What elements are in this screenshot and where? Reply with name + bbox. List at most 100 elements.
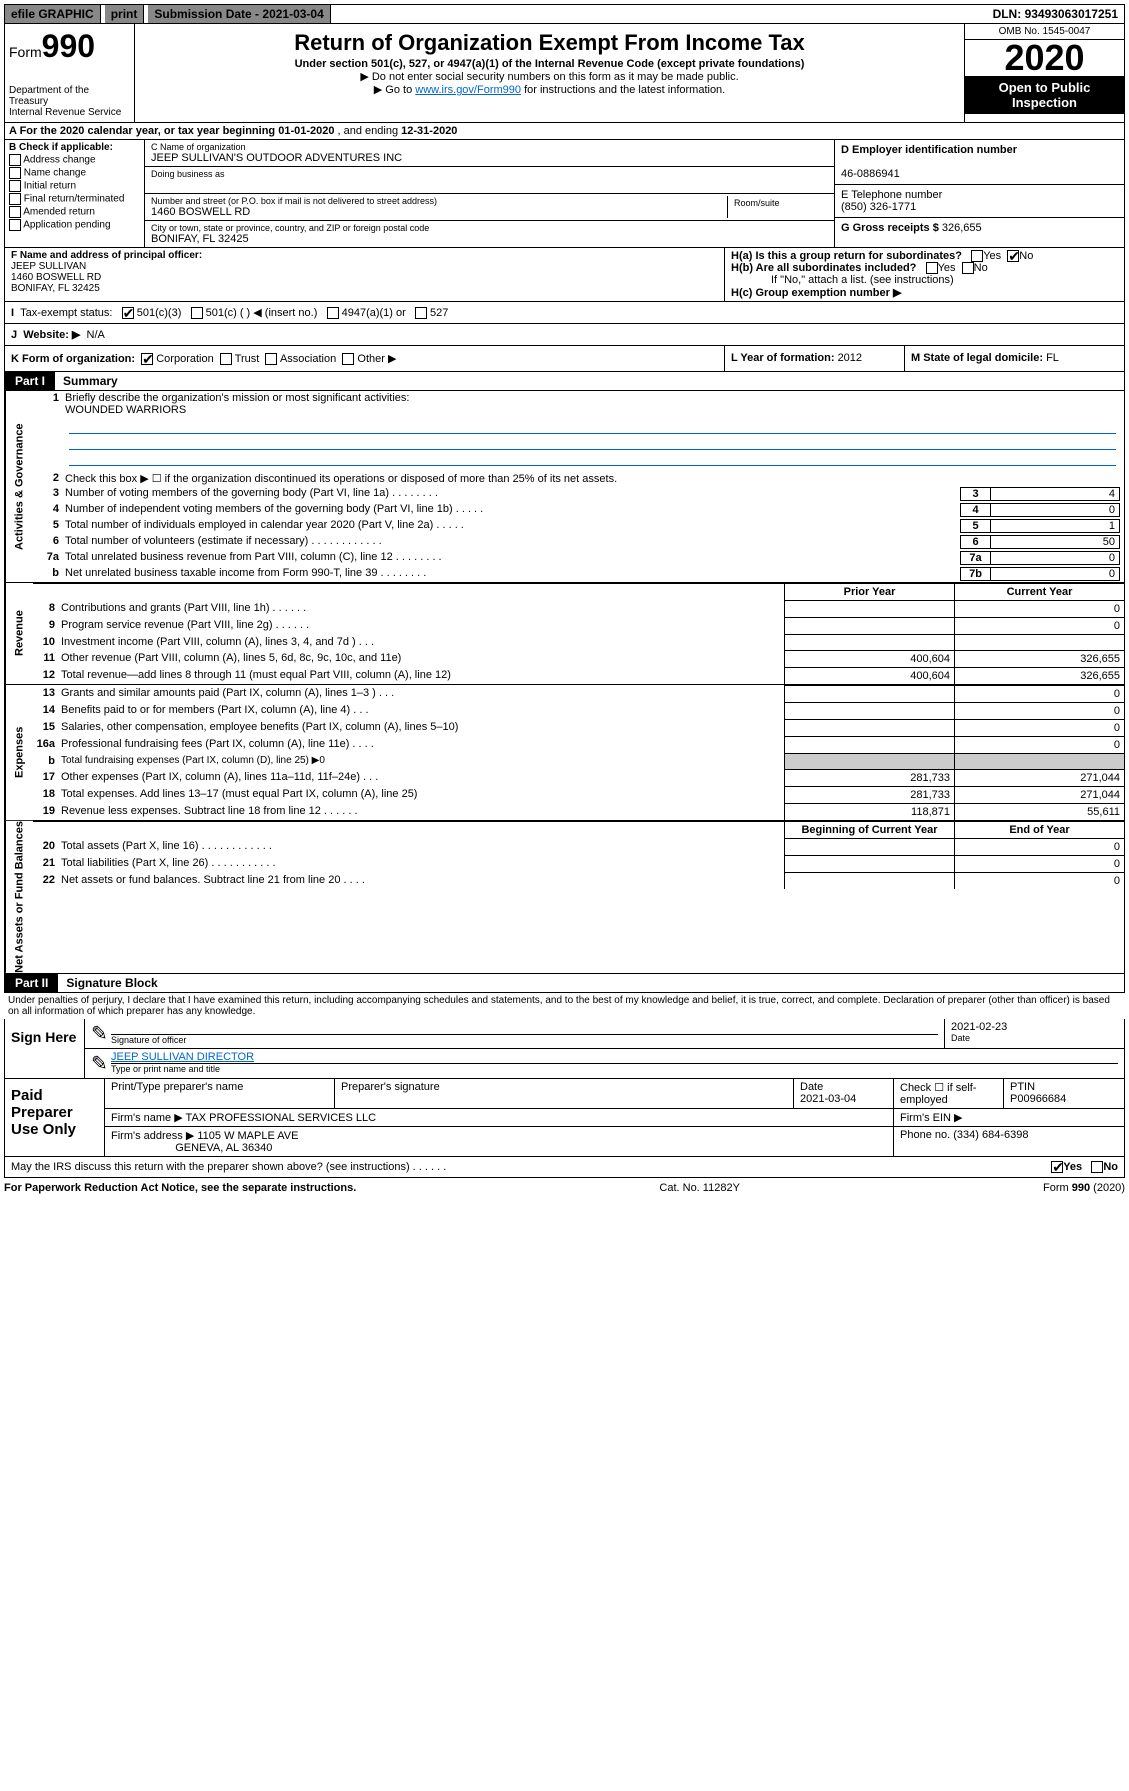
- tax-exempt-status: I Tax-exempt status: 501(c)(3) 501(c) ( …: [4, 302, 1125, 324]
- officer-name-link[interactable]: JEEP SULLIVAN DIRECTOR: [111, 1051, 254, 1063]
- sign-here-label: Sign Here: [5, 1019, 85, 1078]
- summary-line: 16aProfessional fundraising fees (Part I…: [33, 736, 1124, 753]
- summary-line: 17Other expenses (Part IX, column (A), l…: [33, 769, 1124, 786]
- chk-other[interactable]: [342, 353, 354, 365]
- hb-no[interactable]: [962, 262, 974, 274]
- state-domicile: M State of legal domicile: FL: [904, 346, 1124, 371]
- website-row: J Website: ▶ N/A: [4, 324, 1125, 346]
- ein-cell: D Employer identification number 46-0886…: [835, 140, 1124, 184]
- principal-officer: F Name and address of principal officer:…: [5, 248, 724, 301]
- summary-line: 15Salaries, other compensation, employee…: [33, 719, 1124, 736]
- section-fh: F Name and address of principal officer:…: [4, 248, 1125, 302]
- chk-amended[interactable]: Amended return: [9, 206, 140, 218]
- section-bcd: B Check if applicable: Address change Na…: [4, 140, 1125, 248]
- tel-cell: E Telephone number (850) 326-1771: [835, 184, 1124, 217]
- irs-link[interactable]: www.irs.gov/Form990: [415, 84, 521, 96]
- form-title: Return of Organization Exempt From Incom…: [139, 30, 960, 56]
- chk-address-change[interactable]: Address change: [9, 154, 140, 166]
- summary-line: 11Other revenue (Part VIII, column (A), …: [33, 650, 1124, 667]
- year-formation: L Year of formation: 2012: [724, 346, 904, 371]
- part2-header: Part II Signature Block: [4, 974, 1125, 993]
- summary-line: 5Total number of individuals employed in…: [33, 518, 1124, 534]
- discuss-yes[interactable]: [1051, 1161, 1063, 1173]
- summary-line: 21Total liabilities (Part X, line 26) . …: [33, 855, 1124, 872]
- chk-corp[interactable]: [141, 353, 153, 365]
- part1-ag: Activities & Governance 1 Briefly descri…: [4, 391, 1125, 583]
- hb-yes[interactable]: [926, 262, 938, 274]
- perjury-statement: Under penalties of perjury, I declare th…: [4, 993, 1125, 1019]
- summary-line: 22Net assets or fund balances. Subtract …: [33, 872, 1124, 889]
- summary-line: 7aTotal unrelated business revenue from …: [33, 550, 1124, 566]
- chk-501c[interactable]: [191, 307, 203, 319]
- privacy-note: ▶ Do not enter social security numbers o…: [139, 70, 960, 83]
- chk-trust[interactable]: [220, 353, 232, 365]
- dln: DLN: 93493063017251: [987, 5, 1124, 23]
- ha-no[interactable]: [1007, 250, 1019, 262]
- efile-label: efile GRAPHIC: [5, 5, 101, 23]
- summary-line: bNet unrelated business taxable income f…: [33, 566, 1124, 582]
- summary-line: 18Total expenses. Add lines 13–17 (must …: [33, 786, 1124, 803]
- form-header: Form990 Department of the Treasury Inter…: [4, 24, 1125, 123]
- chk-name-change[interactable]: Name change: [9, 167, 140, 179]
- tax-year: 2020: [965, 40, 1124, 76]
- summary-line: 12Total revenue—add lines 8 through 11 (…: [33, 667, 1124, 684]
- summary-line: 13Grants and similar amounts paid (Part …: [33, 685, 1124, 702]
- vtab-expenses: Expenses: [5, 685, 33, 820]
- dba-cell: Doing business as: [145, 167, 834, 194]
- row-klm: K Form of organization: Corporation Trus…: [4, 346, 1125, 372]
- hdr-current-year: Current Year: [954, 584, 1124, 600]
- form-of-org: K Form of organization: Corporation Trus…: [5, 346, 724, 371]
- summary-line: 9Program service revenue (Part VIII, lin…: [33, 617, 1124, 634]
- form-number: Form990: [9, 28, 130, 65]
- form-ref: Form 990 (2020): [1043, 1182, 1125, 1194]
- room-suite: Room/suite: [728, 196, 828, 218]
- part1-header: Part I Summary: [4, 372, 1125, 391]
- org-name-cell: C Name of organization JEEP SULLIVAN'S O…: [145, 140, 834, 167]
- paid-prep-label: Paid Preparer Use Only: [5, 1079, 105, 1156]
- topbar: efile GRAPHIC print Submission Date - 20…: [4, 4, 1125, 24]
- row-a-period: A For the 2020 calendar year, or tax yea…: [4, 123, 1125, 140]
- summary-line: 3Number of voting members of the governi…: [33, 486, 1124, 502]
- discuss-row: May the IRS discuss this return with the…: [4, 1157, 1125, 1178]
- group-return: H(a) Is this a group return for subordin…: [724, 248, 1124, 301]
- open-public-badge: Open to Public Inspection: [965, 76, 1124, 114]
- discuss-no[interactable]: [1091, 1161, 1103, 1173]
- vtab-net-assets: Net Assets or Fund Balances: [5, 821, 33, 973]
- chk-527[interactable]: [415, 307, 427, 319]
- vtab-activities: Activities & Governance: [5, 391, 33, 582]
- paid-preparer-block: Paid Preparer Use Only Print/Type prepar…: [4, 1079, 1125, 1157]
- ha-yes[interactable]: [971, 250, 983, 262]
- hdr-beginning: Beginning of Current Year: [784, 822, 954, 838]
- goto-link-line: ▶ Go to www.irs.gov/Form990 for instruct…: [139, 83, 960, 96]
- col-b-checkboxes: B Check if applicable: Address change Na…: [5, 140, 145, 247]
- summary-line: bTotal fundraising expenses (Part IX, co…: [33, 753, 1124, 769]
- address-cell: Number and street (or P.O. box if mail i…: [145, 194, 834, 221]
- dept-label: Department of the Treasury Internal Reve…: [9, 85, 130, 118]
- summary-line: 4Number of independent voting members of…: [33, 502, 1124, 518]
- summary-line: 20Total assets (Part X, line 16) . . . .…: [33, 838, 1124, 855]
- chk-app-pending[interactable]: Application pending: [9, 219, 140, 231]
- summary-line: 19Revenue less expenses. Subtract line 1…: [33, 803, 1124, 820]
- chk-assoc[interactable]: [265, 353, 277, 365]
- hdr-prior-year: Prior Year: [784, 584, 954, 600]
- hdr-end: End of Year: [954, 822, 1124, 838]
- submission-date: Submission Date - 2021-03-04: [148, 5, 330, 23]
- summary-line: 14Benefits paid to or for members (Part …: [33, 702, 1124, 719]
- chk-4947[interactable]: [327, 307, 339, 319]
- summary-line: 10Investment income (Part VIII, column (…: [33, 634, 1124, 650]
- chk-final-return[interactable]: Final return/terminated: [9, 193, 140, 205]
- gross-receipts-cell: G Gross receipts $ 326,655: [835, 217, 1124, 238]
- chk-501c3[interactable]: [122, 307, 134, 319]
- chk-initial-return[interactable]: Initial return: [9, 180, 140, 192]
- signature-block: Sign Here ✎ Signature of officer 2021-02…: [4, 1019, 1125, 1079]
- summary-line: 8Contributions and grants (Part VIII, li…: [33, 600, 1124, 617]
- page-footer: For Paperwork Reduction Act Notice, see …: [4, 1178, 1125, 1198]
- city-cell: City or town, state or province, country…: [145, 221, 834, 247]
- vtab-revenue: Revenue: [5, 583, 33, 684]
- part1-rev: Revenue Prior Year Current Year 8Contrib…: [4, 583, 1125, 685]
- summary-line: 6Total number of volunteers (estimate if…: [33, 534, 1124, 550]
- part1-net: Net Assets or Fund Balances Beginning of…: [4, 821, 1125, 974]
- print-button[interactable]: print: [105, 5, 145, 23]
- part1-exp: Expenses 13Grants and similar amounts pa…: [4, 685, 1125, 821]
- form-subtitle: Under section 501(c), 527, or 4947(a)(1)…: [139, 58, 960, 70]
